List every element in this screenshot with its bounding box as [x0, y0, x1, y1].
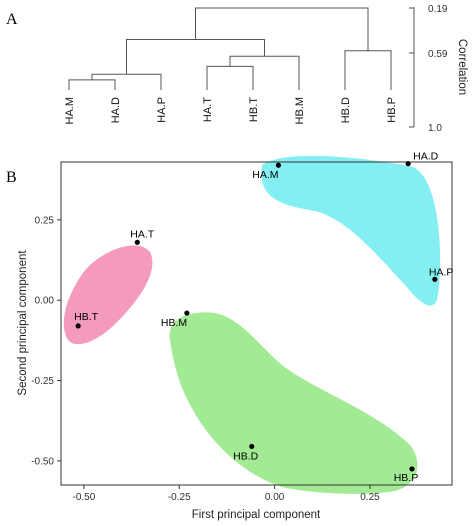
leaf-label: HA.M — [64, 97, 76, 125]
dendrogram-branch — [68, 79, 116, 90]
panel-a-label: A — [6, 11, 18, 28]
group-hull-hb — [169, 312, 418, 494]
leaf-label: HA.D — [110, 97, 122, 123]
axis-ticks: -0.50 -0.25 0.00 0.25 0.25 0.00 -0.25 -0.50 — [31, 215, 380, 503]
leaf-label: HB.M — [294, 97, 306, 125]
dendrogram-tick-label: 0.59 — [428, 49, 448, 60]
y-axis-title: Second principal component — [17, 250, 29, 396]
data-point — [409, 466, 415, 472]
point-label: HA.T — [130, 228, 155, 240]
y-tick-label: 0.25 — [35, 215, 55, 226]
dendrogram-branch — [195, 7, 369, 51]
x-tick-label: 0.00 — [265, 492, 285, 503]
leaf-label: HB.D — [340, 97, 352, 123]
point-label: HA.P — [429, 266, 454, 278]
dendrogram-branch — [206, 65, 254, 90]
group-hull-ha — [261, 155, 441, 306]
dendrogram-branch — [344, 50, 392, 90]
dendrogram-tick-label: 1.0 — [428, 123, 442, 134]
dendrogram-axis-title: Correlation — [456, 39, 468, 95]
y-tick-label: -0.50 — [31, 456, 54, 467]
point-label: HB.P — [394, 472, 419, 484]
data-points: HA.M HA.D HA.P HA.T HB.T HB.M HB.D HB.P — [74, 151, 453, 484]
y-tick-label: 0.00 — [35, 296, 55, 307]
dendrogram: HA.M HA.D HA.P HA.T HB.T HB.M HB.D HB.P — [64, 7, 398, 125]
dendrogram-branch — [91, 73, 162, 90]
data-point — [75, 323, 81, 329]
y-tick-label: -0.25 — [31, 376, 54, 387]
dendrogram-branch — [126, 38, 265, 75]
plot-frame — [60, 161, 453, 486]
group-hull-t — [63, 245, 153, 345]
group-hulls — [63, 155, 441, 494]
point-label: HB.D — [233, 450, 259, 462]
data-point — [432, 276, 438, 282]
leaf-label: HB.P — [386, 97, 398, 123]
data-point — [184, 310, 190, 316]
point-label: HA.M — [252, 169, 278, 181]
data-point — [275, 162, 282, 168]
data-point — [249, 443, 255, 450]
point-label: HA.D — [413, 151, 439, 163]
panel-b-label: B — [6, 169, 17, 186]
x-tick-label: -0.50 — [72, 492, 95, 503]
x-tick-label: -0.25 — [168, 492, 191, 503]
x-tick-label: 0.25 — [360, 492, 380, 503]
leaf-label: HA.T — [202, 97, 214, 122]
leaf-label: HB.T — [248, 97, 260, 122]
point-label: HB.M — [161, 317, 187, 329]
data-point — [405, 161, 411, 167]
pca-scatter: -0.50 -0.25 0.00 0.25 0.25 0.00 -0.25 -0.50 HA.… — [17, 151, 453, 521]
leaf-label: HA.P — [156, 97, 168, 123]
dendrogram-branch — [229, 55, 300, 90]
x-axis-title: First principal component — [192, 509, 321, 521]
dendrogram-tick-label: 0.19 — [428, 4, 448, 15]
point-label: HB.T — [74, 311, 99, 323]
dendrogram-axis: Correlation 0.19 0.59 1.0 — [409, 4, 468, 134]
data-point — [134, 239, 140, 245]
